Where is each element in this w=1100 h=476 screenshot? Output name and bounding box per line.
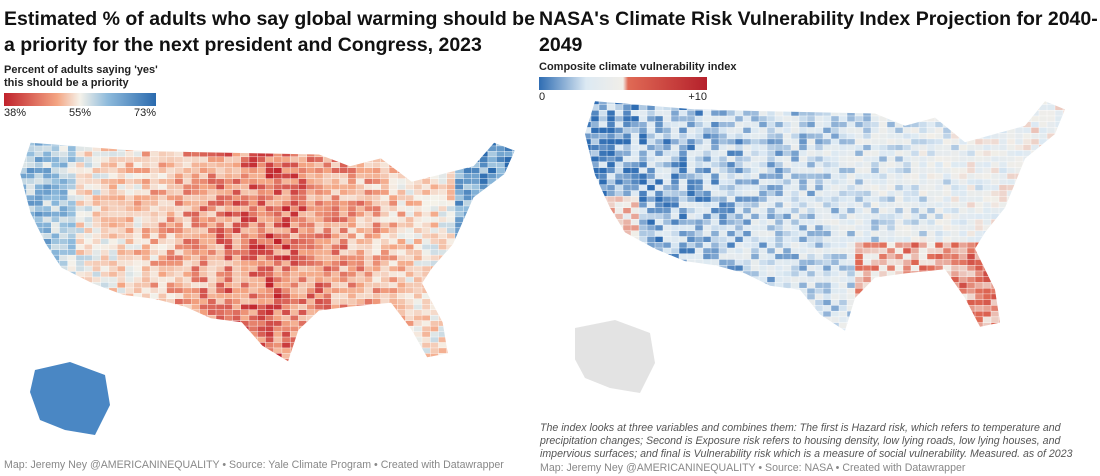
- county-cells: [20, 142, 515, 362]
- right-county-map: [575, 101, 1065, 393]
- left-county-map: [20, 142, 515, 435]
- right-footer-credit: Map: Jeremy Ney @AMERICANINEQUALITY • So…: [540, 462, 966, 474]
- methodology-note: The index looks at three variables and c…: [540, 422, 1073, 460]
- left-legend-label-1: Percent of adults saying 'yes': [4, 64, 158, 76]
- legend-tick-max: 73%: [133, 107, 156, 119]
- legend-tick-max: +10: [688, 91, 707, 103]
- county-cells: [585, 101, 1065, 331]
- legend-tick-min: 38%: [4, 107, 27, 119]
- left-map-panel: Estimated % of adults who say global war…: [0, 0, 535, 476]
- right-map-panel: NASA's Climate Risk Vulnerability Index …: [535, 0, 1100, 476]
- left-legend-color-bar: [4, 93, 156, 106]
- right-legend-color-bar: [539, 77, 707, 90]
- legend-tick-mid: 55%: [69, 107, 92, 119]
- left-legend-label-2: this should be a priority: [4, 77, 129, 89]
- left-map-title: Estimated % of adults who say global war…: [4, 8, 535, 56]
- alaska-shape: [30, 362, 110, 435]
- alaska-shape: [575, 320, 655, 393]
- right-map-title: NASA's Climate Risk Vulnerability Index …: [539, 8, 1098, 56]
- left-footer-credit: Map: Jeremy Ney @AMERICANINEQUALITY • So…: [4, 459, 504, 471]
- right-legend-label: Composite climate vulnerability index: [539, 61, 737, 73]
- legend-tick-min: 0: [539, 91, 546, 103]
